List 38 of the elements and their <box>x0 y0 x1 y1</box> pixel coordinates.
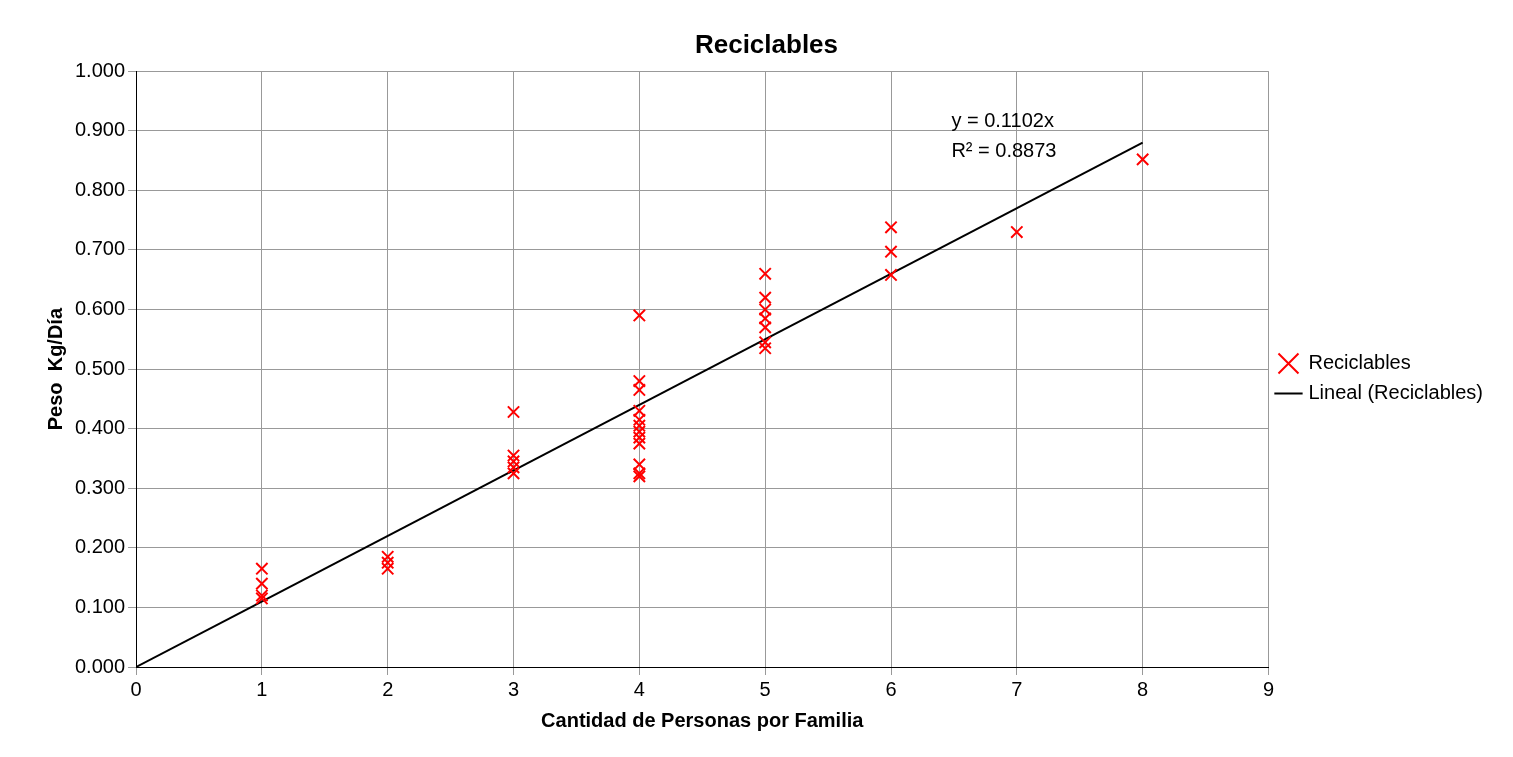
x-tick-label: 9 <box>1262 677 1275 700</box>
y-tick-label: 0.400 <box>74 416 126 439</box>
x-tick-label: 6 <box>885 677 897 700</box>
y-axis-title: Peso Kg/Día <box>43 307 66 431</box>
legend-label: Reciclables <box>1308 351 1411 374</box>
x-tick-label: 3 <box>507 677 520 700</box>
y-tick-label: 0.200 <box>74 535 126 558</box>
x-tick-label: 4 <box>633 677 645 700</box>
x-tick-label: 7 <box>1011 677 1023 700</box>
y-tick-label: 1.000 <box>74 58 126 81</box>
y-tick-label: 0.100 <box>74 594 126 617</box>
point <box>632 308 647 323</box>
x-tick-label: 5 <box>759 677 771 700</box>
point <box>758 341 772 355</box>
annotation: y = 0.1102x <box>951 109 1054 132</box>
x-tick-label: 0 <box>130 677 142 700</box>
y-tick-label: 0.000 <box>74 654 126 677</box>
point <box>506 405 521 419</box>
point <box>884 245 898 259</box>
point <box>758 267 772 281</box>
chart-title: Reciclables <box>694 28 839 59</box>
point <box>1010 225 1024 239</box>
point <box>884 220 898 234</box>
y-tick-label: 0.900 <box>74 118 126 141</box>
x-axis-title: Cantidad de Personas por Familia <box>541 708 865 731</box>
y-tick-label: 0.800 <box>74 177 126 200</box>
x-tick-label: 2 <box>382 677 394 700</box>
x-tick-label: 8 <box>1137 677 1149 700</box>
legend-label: Lineal (Reciclables) <box>1308 381 1484 404</box>
y-tick-label: 0.300 <box>74 475 126 498</box>
annotation: R² = 0.8873 <box>951 139 1057 162</box>
point <box>1136 152 1150 167</box>
point <box>381 556 395 570</box>
y-tick-label: 0.500 <box>74 356 126 379</box>
y-tick-label: 0.700 <box>74 237 126 260</box>
y-tick-label: 0.600 <box>74 297 126 320</box>
x-tick-label: 1 <box>256 677 268 700</box>
point <box>884 268 898 282</box>
